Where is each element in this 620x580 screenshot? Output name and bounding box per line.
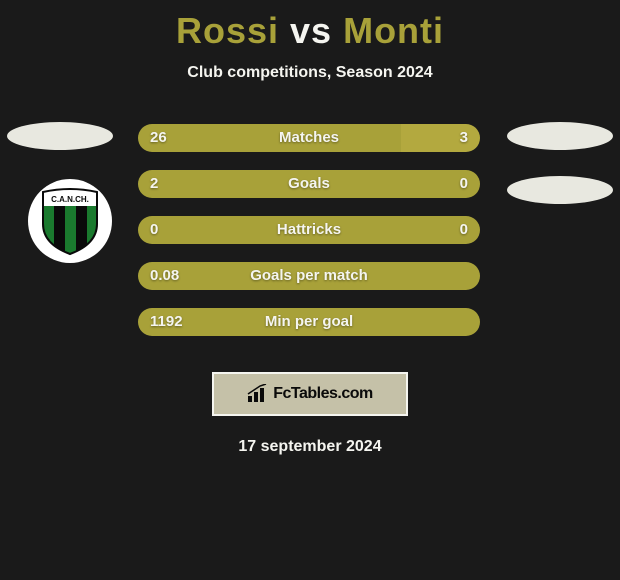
stat-label: Hattricks	[138, 216, 480, 244]
stat-right-value: 0	[460, 216, 468, 244]
shield-icon: C.A.N.CH.	[39, 186, 101, 256]
stat-right-value: 0	[460, 170, 468, 198]
badge-text: C.A.N.CH.	[51, 195, 89, 204]
subtitle: Club competitions, Season 2024	[0, 64, 620, 82]
stat-label: Goals per match	[138, 262, 480, 290]
title-player-right: Monti	[343, 10, 444, 51]
title-player-left: Rossi	[176, 10, 279, 51]
team-badge: C.A.N.CH.	[28, 179, 112, 263]
date: 17 september 2024	[0, 438, 620, 456]
stat-row: 0.08Goals per match	[138, 262, 480, 290]
title-vs: vs	[290, 10, 332, 51]
stat-row: 2Goals0	[138, 170, 480, 198]
stat-right-value: 3	[460, 124, 468, 152]
avatar-placeholder-right-1	[507, 122, 613, 150]
page-title: Rossi vs Monti	[0, 0, 620, 52]
bar-chart-icon	[247, 384, 269, 404]
stat-label: Min per goal	[138, 308, 480, 336]
avatar-placeholder-left	[7, 122, 113, 150]
comparison-bars: 26Matches32Goals00Hattricks00.08Goals pe…	[138, 124, 480, 336]
stat-row: 1192Min per goal	[138, 308, 480, 336]
avatar-placeholder-right-2	[507, 176, 613, 204]
fctables-logo: FcTables.com	[212, 372, 408, 416]
stat-row: 26Matches3	[138, 124, 480, 152]
stat-label: Matches	[138, 124, 480, 152]
stat-row: 0Hattricks0	[138, 216, 480, 244]
logo-text: FcTables.com	[273, 385, 373, 403]
stat-label: Goals	[138, 170, 480, 198]
